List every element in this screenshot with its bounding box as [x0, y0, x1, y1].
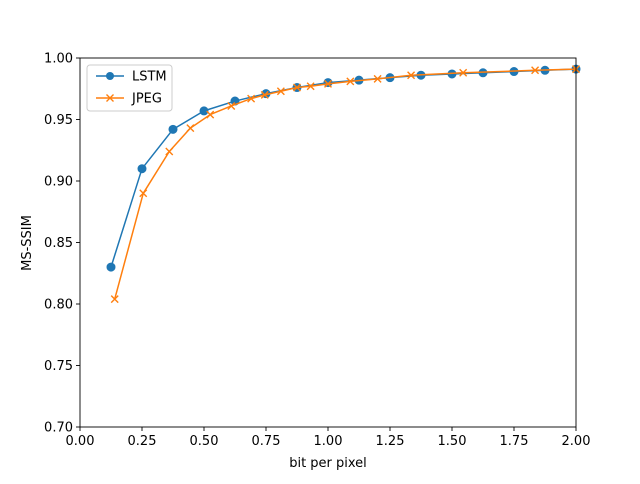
y-tick-label: 0.80	[44, 298, 73, 313]
data-point	[373, 74, 382, 83]
x-tick-label: 0.00	[66, 434, 95, 449]
x-tick-label: 1.25	[376, 434, 405, 449]
legend-label: JPEG	[131, 92, 162, 107]
data-point	[227, 101, 236, 110]
plot-area: 0.00 0.25 0.50 0.75 1.00 1.25 1.50 1.75 2.00 0.70…	[44, 52, 590, 450]
data-point	[247, 94, 256, 103]
y-tick-label: 0.90	[44, 175, 73, 190]
legend: LSTM JPEG	[86, 64, 173, 112]
data-point	[407, 71, 416, 80]
x-tick-label: 1.00	[314, 434, 343, 449]
legend-marker	[106, 94, 114, 102]
data-point	[323, 78, 333, 88]
data-point	[137, 164, 147, 174]
x-tick-label: 0.75	[252, 434, 281, 449]
data-point	[186, 124, 195, 133]
x-tick-label: 2.00	[562, 434, 591, 449]
y-tick-label: 0.75	[44, 359, 73, 374]
x-tick-label: 0.50	[190, 434, 219, 449]
data-point	[276, 87, 285, 96]
data-point	[293, 83, 301, 92]
y-tick-label: 0.95	[44, 113, 73, 128]
y-axis-label: MS-SSIM	[20, 215, 35, 271]
x-tick-label: 1.75	[500, 434, 529, 449]
data-point	[165, 147, 174, 156]
data-point	[110, 295, 119, 304]
series-line-jpeg	[113, 68, 577, 300]
x-tick-label: 0.25	[128, 434, 157, 449]
y-tick-label: 0.70	[44, 421, 73, 436]
data-point	[260, 90, 269, 99]
data-point	[346, 77, 355, 86]
data-point	[206, 110, 215, 119]
data-point	[168, 124, 178, 134]
data-point	[199, 106, 209, 116]
data-point	[139, 189, 148, 198]
legend-marker	[106, 72, 114, 80]
data-point	[306, 82, 315, 91]
x-axis-label: bit per pixel	[289, 456, 367, 471]
y-tick-label: 0.85	[44, 236, 73, 251]
data-point	[531, 66, 540, 75]
y-tick-label: 1.00	[44, 52, 73, 67]
data-point	[324, 79, 332, 88]
data-point	[459, 68, 468, 77]
x-tick-label: 1.50	[438, 434, 467, 449]
legend-label: LSTM	[132, 70, 167, 85]
data-point	[106, 262, 116, 272]
